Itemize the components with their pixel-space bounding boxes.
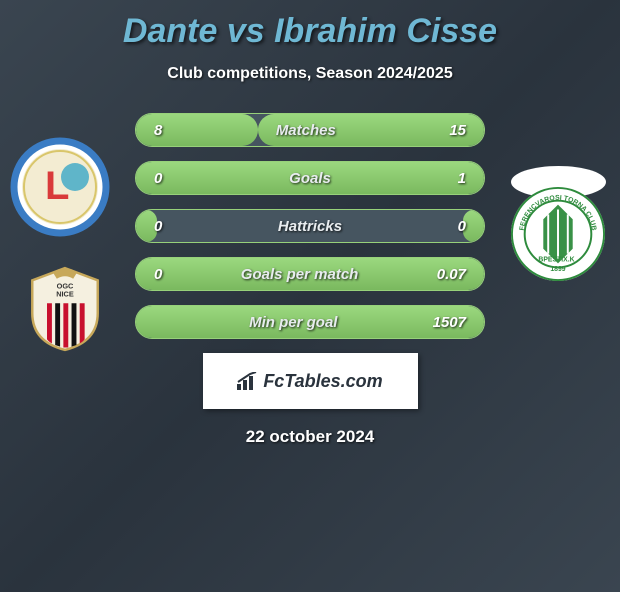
- stat-right-value: 1: [458, 170, 466, 187]
- stat-label: Goals: [289, 170, 331, 187]
- stat-row: 0 Hattricks 0: [135, 209, 485, 243]
- stat-left-value: 0: [154, 218, 162, 235]
- stat-left-value: 0: [154, 170, 162, 187]
- stat-label: Hattricks: [278, 218, 342, 235]
- stat-row: 0 Goals per match 0.07: [135, 257, 485, 291]
- stat-left-value: 0: [154, 266, 162, 283]
- stat-right-value: 1507: [433, 314, 466, 331]
- branding-text: FcTables.com: [263, 371, 382, 392]
- svg-text:NICE: NICE: [56, 290, 74, 299]
- stat-label: Matches: [276, 122, 336, 139]
- ogc-nice-badge: OGC NICE: [20, 264, 110, 354]
- stat-fill-right: [463, 210, 484, 242]
- page-title: Dante vs Ibrahim Cisse: [0, 12, 620, 51]
- stat-right-value: 0.07: [437, 266, 466, 283]
- ferencvaros-badge: FERENCVAROSI TORNA CLUB BPESTIX.K 1899: [508, 184, 608, 284]
- chart-icon: [237, 372, 259, 390]
- svg-text:BPESTIX.K: BPESTIX.K: [538, 256, 574, 263]
- subtitle: Club competitions, Season 2024/2025: [0, 65, 620, 83]
- stat-row: 8 Matches 15: [135, 113, 485, 147]
- stat-right-value: 0: [458, 218, 466, 235]
- leiknir-badge: L: [10, 137, 110, 237]
- svg-text:1899: 1899: [550, 266, 565, 273]
- fctables-logo: FcTables.com: [203, 353, 418, 409]
- stats-container: 8 Matches 15 0 Goals 1 0 Hattricks 0 0 Goals per m…: [135, 113, 485, 339]
- stat-label: Min per goal: [249, 314, 337, 331]
- date-text: 22 october 2024: [0, 427, 620, 447]
- svg-text:L: L: [45, 164, 69, 208]
- stat-row: Min per goal 1507: [135, 305, 485, 339]
- stat-label: Goals per match: [241, 266, 359, 283]
- stat-row: 0 Goals 1: [135, 161, 485, 195]
- stat-left-value: 8: [154, 122, 162, 139]
- stat-right-value: 15: [449, 122, 466, 139]
